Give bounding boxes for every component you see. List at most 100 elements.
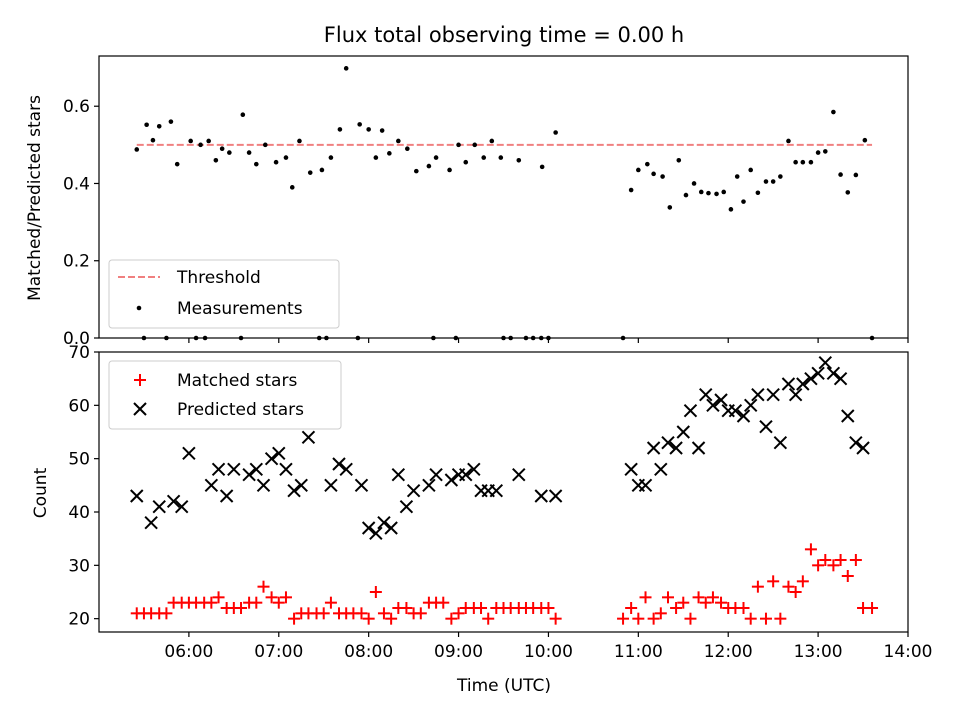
measurement-point — [150, 137, 156, 143]
matched-point — [362, 612, 375, 625]
x-tick-label: 07:00 — [254, 642, 303, 662]
predicted-point — [856, 441, 870, 455]
predicted-point — [683, 403, 698, 418]
predicted-point — [249, 462, 264, 477]
measurement-point — [188, 138, 193, 144]
measurement-point — [481, 155, 487, 160]
matched-point — [160, 607, 173, 620]
measurement-point — [262, 142, 268, 148]
x-tick-label: 06:00 — [164, 642, 213, 662]
measurement-point — [831, 109, 836, 115]
predicted-point — [242, 467, 256, 482]
matched-point — [369, 586, 382, 598]
predicted-point — [654, 462, 668, 477]
top-y-tick-label: 0.4 — [63, 174, 90, 194]
measurement-point — [213, 158, 219, 163]
measurement-point — [763, 179, 769, 184]
predicted-point — [646, 441, 661, 455]
predicted-point — [204, 478, 219, 493]
matched-point — [812, 559, 825, 572]
matched-point — [617, 612, 630, 625]
x-axis-label: Time (UTC) — [456, 676, 551, 696]
measurement-point — [246, 150, 252, 155]
predicted-point — [361, 521, 376, 535]
legend-matched-label: Matched stars — [177, 371, 297, 391]
measurement-point — [307, 170, 313, 175]
matched-point — [212, 591, 225, 604]
measurement-point — [853, 172, 859, 178]
predicted-point — [459, 467, 473, 482]
measurement-point — [168, 119, 174, 124]
matched-point — [715, 596, 728, 609]
top-plot-frame — [98, 55, 909, 339]
top-y-tick-label: 0.6 — [63, 97, 90, 117]
bottom-y-tick-label: 20 — [68, 610, 90, 630]
top-y-tick-label: 0.2 — [63, 252, 90, 272]
measurement-point — [297, 138, 302, 144]
predicted-point — [818, 355, 833, 370]
predicted-point — [399, 499, 414, 514]
matched-point — [482, 612, 495, 625]
matched-point — [272, 596, 285, 609]
measurement-point — [144, 122, 149, 128]
measurement-point — [838, 172, 843, 177]
measurement-point — [706, 190, 711, 196]
measurement-point — [714, 191, 719, 197]
predicted-point — [736, 409, 751, 423]
measurement-point — [808, 159, 814, 165]
measurement-point — [198, 142, 203, 148]
x-tick-label: 14:00 — [884, 642, 933, 662]
predicted-point — [406, 483, 421, 498]
predicted-point — [788, 387, 803, 402]
predicted-point — [714, 393, 728, 407]
predicted-point — [751, 387, 765, 402]
predicted-point — [512, 467, 526, 482]
matched-point — [317, 607, 330, 620]
measurement-point — [447, 167, 452, 173]
predicted-point — [324, 478, 338, 493]
matched-point — [647, 612, 660, 625]
matched-point — [804, 543, 817, 556]
x-tick-label: 12:00 — [704, 642, 753, 662]
measurement-point — [396, 138, 401, 144]
matched-point — [257, 580, 270, 593]
measurement-point — [728, 207, 734, 212]
measurement-point — [174, 161, 180, 167]
top-panel: Flux total observing time = 0.00 h Match… — [25, 23, 909, 349]
legend-measurements-label: Measurements — [177, 299, 303, 319]
top-legend-box — [108, 259, 340, 329]
predicted-point — [166, 494, 181, 509]
x-tick-label: 10:00 — [524, 642, 573, 662]
predicted-point — [781, 377, 796, 391]
matched-point — [782, 580, 795, 593]
measurement-point — [343, 66, 349, 71]
predicted-point — [638, 478, 653, 493]
measurement-point — [254, 161, 259, 167]
top-series-measurements — [134, 66, 868, 212]
matched-point — [632, 612, 645, 625]
measurement-point — [645, 161, 650, 167]
measurement-point — [651, 171, 656, 177]
predicted-point — [489, 483, 504, 498]
matched-point — [661, 591, 674, 604]
predicted-point — [391, 467, 406, 482]
matched-point — [744, 612, 757, 625]
bottom-y-tick-label: 30 — [68, 556, 90, 576]
predicted-point — [130, 489, 144, 503]
predicted-point — [429, 467, 443, 482]
matched-point — [288, 612, 301, 625]
x-tick-label: 13:00 — [794, 642, 843, 662]
predicted-point — [624, 462, 638, 477]
predicted-point — [661, 435, 675, 450]
measurement-point — [815, 150, 821, 155]
predicted-point — [766, 387, 780, 402]
measurement-point — [770, 179, 776, 184]
measurement-point — [463, 159, 469, 165]
matched-point — [774, 612, 787, 625]
measurement-point — [755, 190, 761, 196]
top-y-axis-label: Matched/Predicted stars — [25, 95, 45, 301]
predicted-point — [377, 515, 391, 530]
matched-point — [437, 596, 450, 609]
measurement-point — [636, 167, 641, 173]
